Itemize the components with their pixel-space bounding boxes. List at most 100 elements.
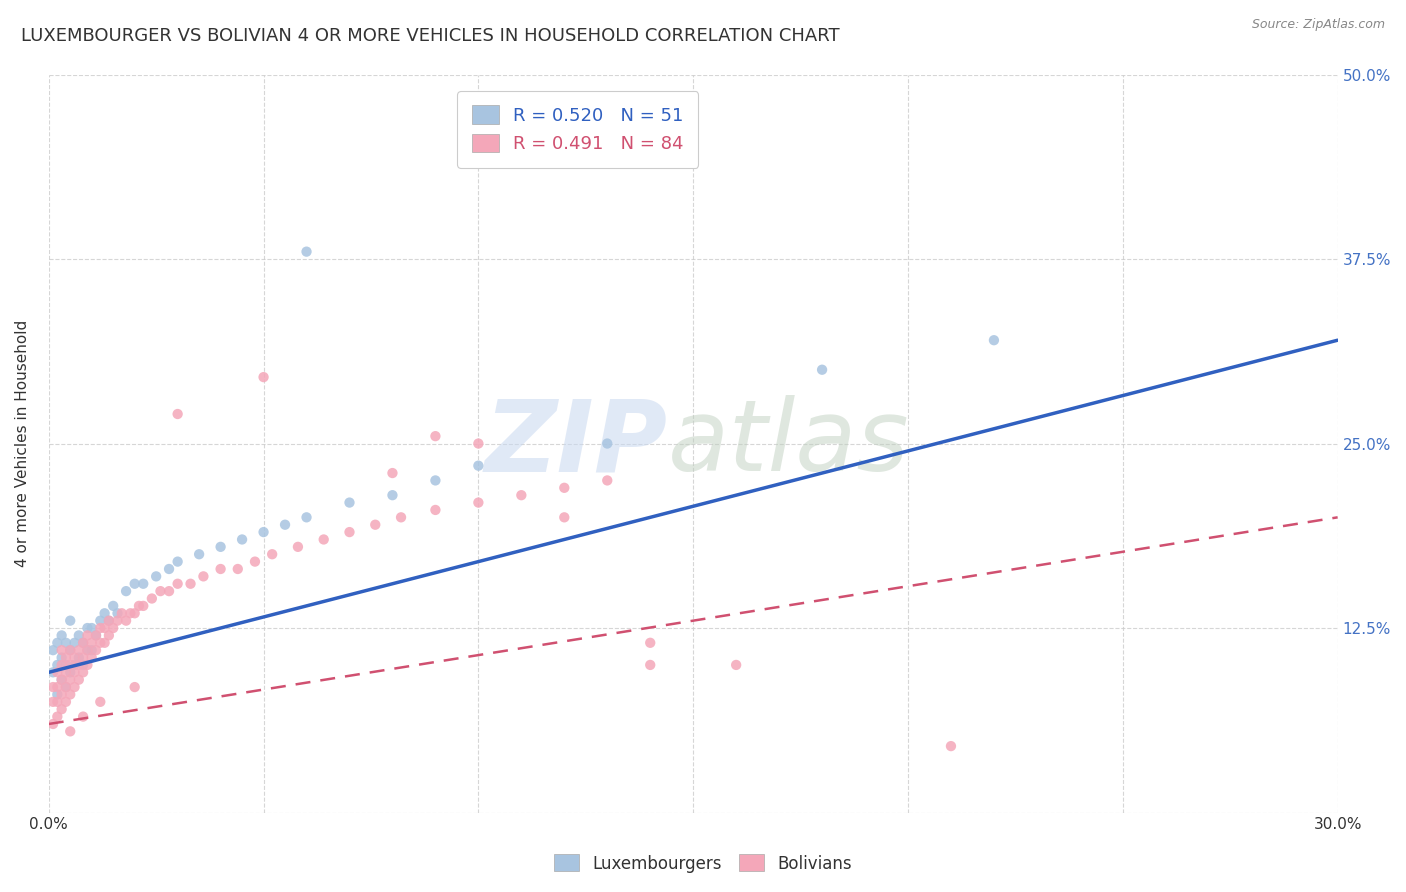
Point: [46, 709, 69, 723]
Point: [84, 628, 107, 642]
Point: [67, 673, 90, 687]
Point: [80, 650, 103, 665]
Point: [425, 503, 447, 517]
Point: [287, 540, 309, 554]
Point: [252, 370, 274, 384]
Point: [467, 458, 489, 473]
Point: [55, 695, 77, 709]
Point: [339, 495, 361, 509]
Point: [149, 584, 172, 599]
Point: [132, 576, 155, 591]
Point: [55, 636, 77, 650]
Point: [80, 643, 103, 657]
Point: [72, 636, 94, 650]
Point: [103, 621, 125, 635]
Point: [111, 607, 134, 621]
Point: [67, 643, 90, 657]
Point: [115, 614, 138, 628]
Point: [51, 673, 73, 687]
Point: [72, 650, 94, 665]
Point: [42, 717, 65, 731]
Point: [141, 591, 163, 606]
Point: [939, 739, 962, 753]
Point: [97, 628, 120, 642]
Point: [42, 680, 65, 694]
Point: [67, 628, 90, 642]
Text: LUXEMBOURGER VS BOLIVIAN 4 OR MORE VEHICLES IN HOUSEHOLD CORRELATION CHART: LUXEMBOURGER VS BOLIVIAN 4 OR MORE VEHIC…: [21, 27, 839, 45]
Point: [389, 510, 412, 524]
Point: [145, 569, 167, 583]
Point: [166, 576, 188, 591]
Point: [93, 636, 115, 650]
Point: [467, 495, 489, 509]
Point: [55, 657, 77, 672]
Point: [55, 650, 77, 665]
Point: [76, 628, 98, 642]
Point: [42, 665, 65, 680]
Point: [180, 576, 202, 591]
Point: [76, 643, 98, 657]
Text: atlas: atlas: [668, 395, 910, 492]
Point: [51, 688, 73, 702]
Point: [84, 643, 107, 657]
Point: [107, 607, 129, 621]
Point: [638, 657, 661, 672]
Point: [51, 673, 73, 687]
Point: [67, 657, 90, 672]
Point: [339, 525, 361, 540]
Point: [51, 702, 73, 716]
Point: [596, 436, 619, 450]
Point: [46, 665, 69, 680]
Point: [124, 680, 146, 694]
Point: [59, 657, 82, 672]
Point: [55, 680, 77, 694]
Point: [209, 562, 232, 576]
Point: [59, 673, 82, 687]
Point: [51, 643, 73, 657]
Point: [93, 607, 115, 621]
Point: [46, 695, 69, 709]
Point: [103, 599, 125, 613]
Point: [553, 481, 575, 495]
Point: [59, 643, 82, 657]
Point: [120, 607, 142, 621]
Point: [231, 533, 253, 547]
Point: [295, 244, 318, 259]
Point: [46, 636, 69, 650]
Point: [381, 488, 404, 502]
Point: [128, 599, 150, 613]
Point: [84, 628, 107, 642]
Point: [107, 614, 129, 628]
Point: [51, 628, 73, 642]
Point: [51, 650, 73, 665]
Point: [188, 547, 211, 561]
Point: [193, 569, 215, 583]
Point: [89, 621, 111, 635]
Point: [157, 562, 180, 576]
Point: [89, 636, 111, 650]
Point: [226, 562, 249, 576]
Legend: Luxembourgers, Bolivians: Luxembourgers, Bolivians: [547, 847, 859, 880]
Point: [252, 525, 274, 540]
Point: [124, 607, 146, 621]
Point: [72, 665, 94, 680]
Point: [467, 436, 489, 450]
Point: [983, 333, 1005, 347]
Y-axis label: 4 or more Vehicles in Household: 4 or more Vehicles in Household: [15, 320, 30, 567]
Point: [89, 614, 111, 628]
Point: [59, 688, 82, 702]
Point: [72, 636, 94, 650]
Legend: R = 0.520   N = 51, R = 0.491   N = 84: R = 0.520 N = 51, R = 0.491 N = 84: [457, 91, 699, 168]
Point: [59, 643, 82, 657]
Point: [72, 709, 94, 723]
Point: [59, 724, 82, 739]
Point: [262, 547, 284, 561]
Point: [124, 576, 146, 591]
Point: [80, 621, 103, 635]
Point: [46, 688, 69, 702]
Point: [76, 643, 98, 657]
Point: [425, 474, 447, 488]
Point: [63, 665, 86, 680]
Point: [425, 429, 447, 443]
Point: [274, 517, 297, 532]
